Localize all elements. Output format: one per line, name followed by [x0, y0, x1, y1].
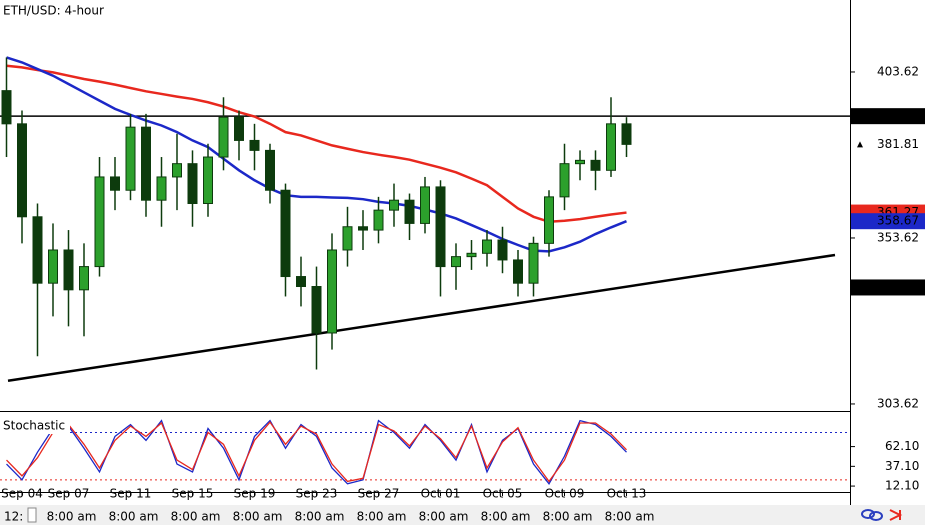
stochastic-line	[6, 421, 627, 483]
price-label-box	[851, 136, 925, 153]
scroll-handle[interactable]	[27, 507, 37, 523]
candle-body	[125, 126, 136, 191]
candle-body	[451, 256, 461, 268]
trendline	[7, 253, 836, 383]
candle-body	[311, 286, 322, 334]
title-box	[0, 0, 118, 20]
candle-body	[435, 186, 446, 268]
chart-title: ETH/USD: 4-hour	[3, 4, 104, 18]
y-tick-label: 303.62	[877, 396, 919, 410]
candle-body	[32, 216, 43, 284]
x-tick-label: Oct 13	[607, 487, 647, 501]
candle-body	[172, 163, 182, 178]
candle-body	[559, 163, 570, 198]
time-label: 8:00 am	[357, 510, 407, 524]
candle-body	[296, 276, 306, 288]
x-tick-label: Sep 19	[234, 487, 276, 501]
x-tick-label: Sep 11	[110, 487, 152, 501]
x-tick-label: Sep 23	[296, 487, 338, 501]
x-tick-label: Sep 04	[1, 487, 43, 501]
candle-body	[203, 156, 213, 205]
time-label: 8:00 am	[543, 510, 593, 524]
candle-body	[590, 159, 601, 171]
moving-average	[6, 64, 627, 224]
stochastic-tick-label: 62.10	[885, 439, 919, 453]
candle-body	[17, 123, 27, 218]
x-tick-label: Oct 01	[421, 487, 461, 501]
time-label: 8:00 am	[295, 510, 345, 524]
link-icon[interactable]	[861, 509, 883, 521]
price-label-box	[851, 108, 925, 125]
candle-body	[187, 163, 198, 205]
stochastic-tick-label: 12.10	[885, 479, 919, 493]
candle-body	[234, 116, 244, 141]
time-label: 8:00 am	[171, 510, 221, 524]
candle-body	[79, 266, 89, 291]
candle-body	[389, 199, 399, 211]
bottom-bar	[0, 505, 925, 525]
candle-body	[327, 249, 337, 334]
candle-body	[420, 186, 430, 224]
price-label: 381.81	[877, 137, 919, 151]
stochastic-tick-label: 37.10	[885, 459, 919, 473]
candle-body	[265, 149, 275, 191]
candle-body	[249, 139, 260, 151]
x-tick-label: Oct 05	[483, 487, 523, 501]
price-label-box	[851, 213, 925, 230]
y-tick-label: 403.62	[877, 64, 919, 78]
scroll-end-icon[interactable]	[889, 509, 903, 521]
stochastic-title-box	[0, 418, 70, 434]
candle-body	[218, 116, 229, 158]
time-label: 12:	[4, 510, 23, 524]
price-label: 338.71	[877, 280, 919, 294]
time-label: 8:00 am	[481, 510, 531, 524]
candle-body	[575, 159, 585, 165]
candle-body	[513, 259, 523, 284]
y-tick-label: 353.62	[877, 230, 919, 244]
candle-body	[482, 239, 492, 254]
candle-body	[1, 90, 12, 125]
candle-body	[63, 249, 74, 291]
time-label: 8:00 am	[605, 510, 655, 524]
candle-body	[373, 209, 384, 231]
candle-body	[544, 196, 554, 244]
price-label: 358.67	[877, 214, 919, 228]
x-tick-label: Oct 09	[545, 487, 585, 501]
stochastic-title: Stochastic	[3, 419, 65, 433]
candle-body	[110, 176, 120, 191]
candle-body	[466, 252, 477, 258]
time-label: 8:00 am	[419, 510, 469, 524]
moving-average	[6, 56, 627, 253]
price-label-arrow	[857, 141, 863, 148]
candle-body	[621, 123, 632, 145]
candle-body	[48, 249, 58, 284]
candle-body	[141, 126, 151, 201]
candle-body	[528, 242, 539, 284]
candle-body	[94, 176, 105, 268]
price-label: 390.31	[877, 109, 919, 123]
time-label: 8:00 am	[47, 510, 97, 524]
x-tick-label: Sep 27	[358, 487, 400, 501]
price-label-box	[851, 279, 925, 296]
x-tick-label: Sep 07	[48, 487, 90, 501]
candle-body	[497, 239, 508, 261]
x-tick-label: Sep 15	[172, 487, 214, 501]
candle-body	[606, 123, 616, 171]
candle-body	[342, 226, 353, 251]
candle-body	[280, 189, 291, 278]
time-label: 8:00 am	[109, 510, 159, 524]
time-label: 8:00 am	[233, 510, 283, 524]
candle-body	[358, 226, 368, 231]
candle-body	[404, 199, 415, 224]
candle-body	[156, 176, 167, 201]
